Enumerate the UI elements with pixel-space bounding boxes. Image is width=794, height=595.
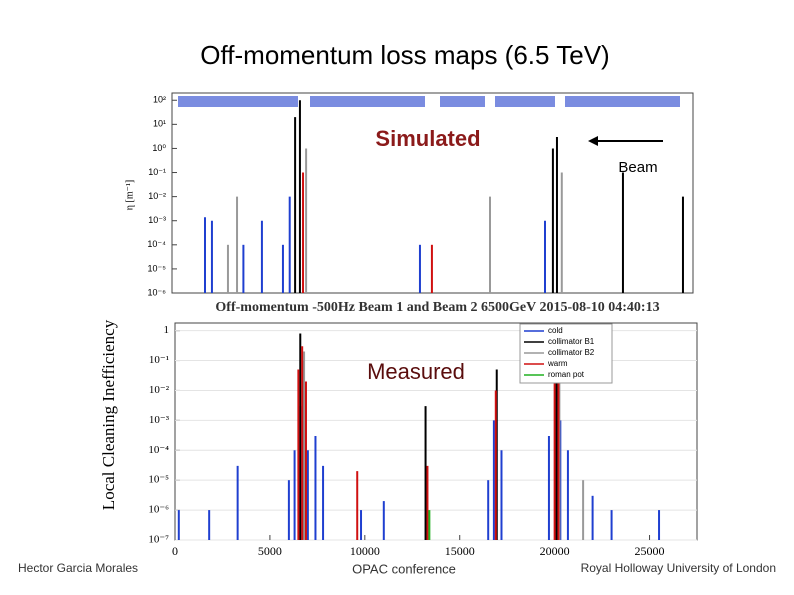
x-tick-label: 0 [172, 544, 178, 558]
y-tick-label: 10² [153, 95, 166, 105]
y-tick-label: 10⁻⁷ [148, 534, 169, 546]
y-axis-label: Local Cleaning Inefficiency [99, 319, 118, 510]
y-tick-label: 10⁻¹ [148, 167, 166, 177]
legend-label: warm [547, 359, 568, 368]
legend-label: collimator B2 [548, 348, 595, 357]
footer-center: OPAC conference [352, 561, 456, 576]
panel-label: Simulated [375, 126, 480, 151]
x-tick-label: 15000 [445, 544, 475, 558]
y-tick-label: 1 [164, 324, 170, 336]
y-tick-label: 10⁻⁶ [148, 504, 169, 516]
annotation: Beam [618, 159, 657, 176]
y-tick-label: 10⁻² [149, 384, 170, 396]
x-tick-label: 10000 [350, 544, 380, 558]
y-tick-label: 10⁻³ [149, 414, 170, 426]
y-tick-label: 10¹ [153, 119, 166, 129]
beam-arrow-head [588, 136, 598, 146]
legend-label: collimator B1 [548, 337, 595, 346]
legend-label: roman pot [548, 370, 585, 379]
legend-label: cold [548, 326, 563, 335]
y-tick-label: 10⁻⁵ [148, 263, 167, 273]
y-tick-label: 10⁻³ [148, 215, 166, 225]
footer-left: Hector Garcia Morales [18, 561, 138, 575]
x-tick-label: 5000 [258, 544, 282, 558]
y-tick-label: 10⁻⁵ [148, 474, 169, 486]
y-axis-label: η [m⁻¹] [124, 180, 135, 210]
footer-right: Royal Holloway University of London [581, 561, 776, 575]
y-tick-label: 10⁰ [152, 143, 166, 153]
aperture-strip [178, 96, 680, 107]
y-tick-label: 10⁻⁴ [147, 239, 166, 249]
panel-label: Measured [367, 359, 465, 384]
x-tick-label: 20000 [540, 544, 570, 558]
y-tick-label: 10⁻⁴ [148, 444, 169, 456]
y-tick-label: 10⁻¹ [149, 354, 169, 366]
plot-frame [174, 322, 698, 541]
x-tick-label: 25000 [635, 544, 665, 558]
caption: Off-momentum -500Hz Beam 1 and Beam 2 65… [215, 300, 659, 315]
slide-title: Off-momentum loss maps (6.5 TeV) [200, 40, 609, 70]
y-tick-label: 10⁻⁶ [148, 287, 167, 297]
y-tick-label: 10⁻² [148, 191, 166, 201]
